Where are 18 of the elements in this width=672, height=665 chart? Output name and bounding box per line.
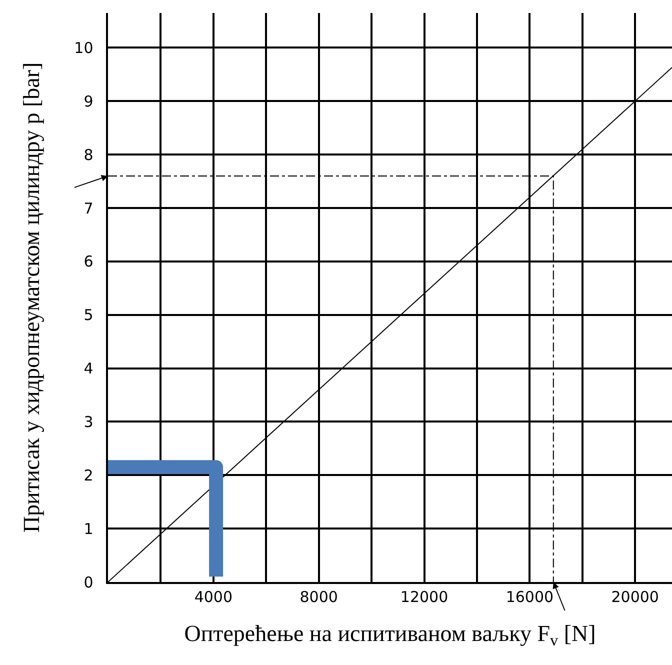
x-tick-label: 16000 [506,588,554,606]
x-tick-label: 20000 [611,588,659,606]
y-tick-label: 0 [84,573,94,592]
y-tick-label: 6 [84,252,94,271]
y-axis-title: Притисак у хидропнеуматском цилиндру p [bar] [19,62,44,533]
y-tick-label: 8 [84,146,94,164]
y-tick-label: 7 [84,199,94,218]
y-tick-label: 2 [84,466,94,484]
x-tick-label: 8000 [300,588,338,606]
y-tick-label: 5 [84,306,94,324]
y-tick-label: 4 [84,360,94,378]
y-tick-label: 3 [84,412,94,431]
x-axis-title: Оптерећење на испитиваном ваљку F$_{v}$ [N] [184,620,596,650]
y-tick-label: 1 [84,520,94,538]
x-tick-label: 12000 [400,588,448,606]
y-tick-label: 10 [74,38,94,57]
y-tick-label: 9 [84,92,94,110]
x-tick-label: 4000 [194,588,233,606]
